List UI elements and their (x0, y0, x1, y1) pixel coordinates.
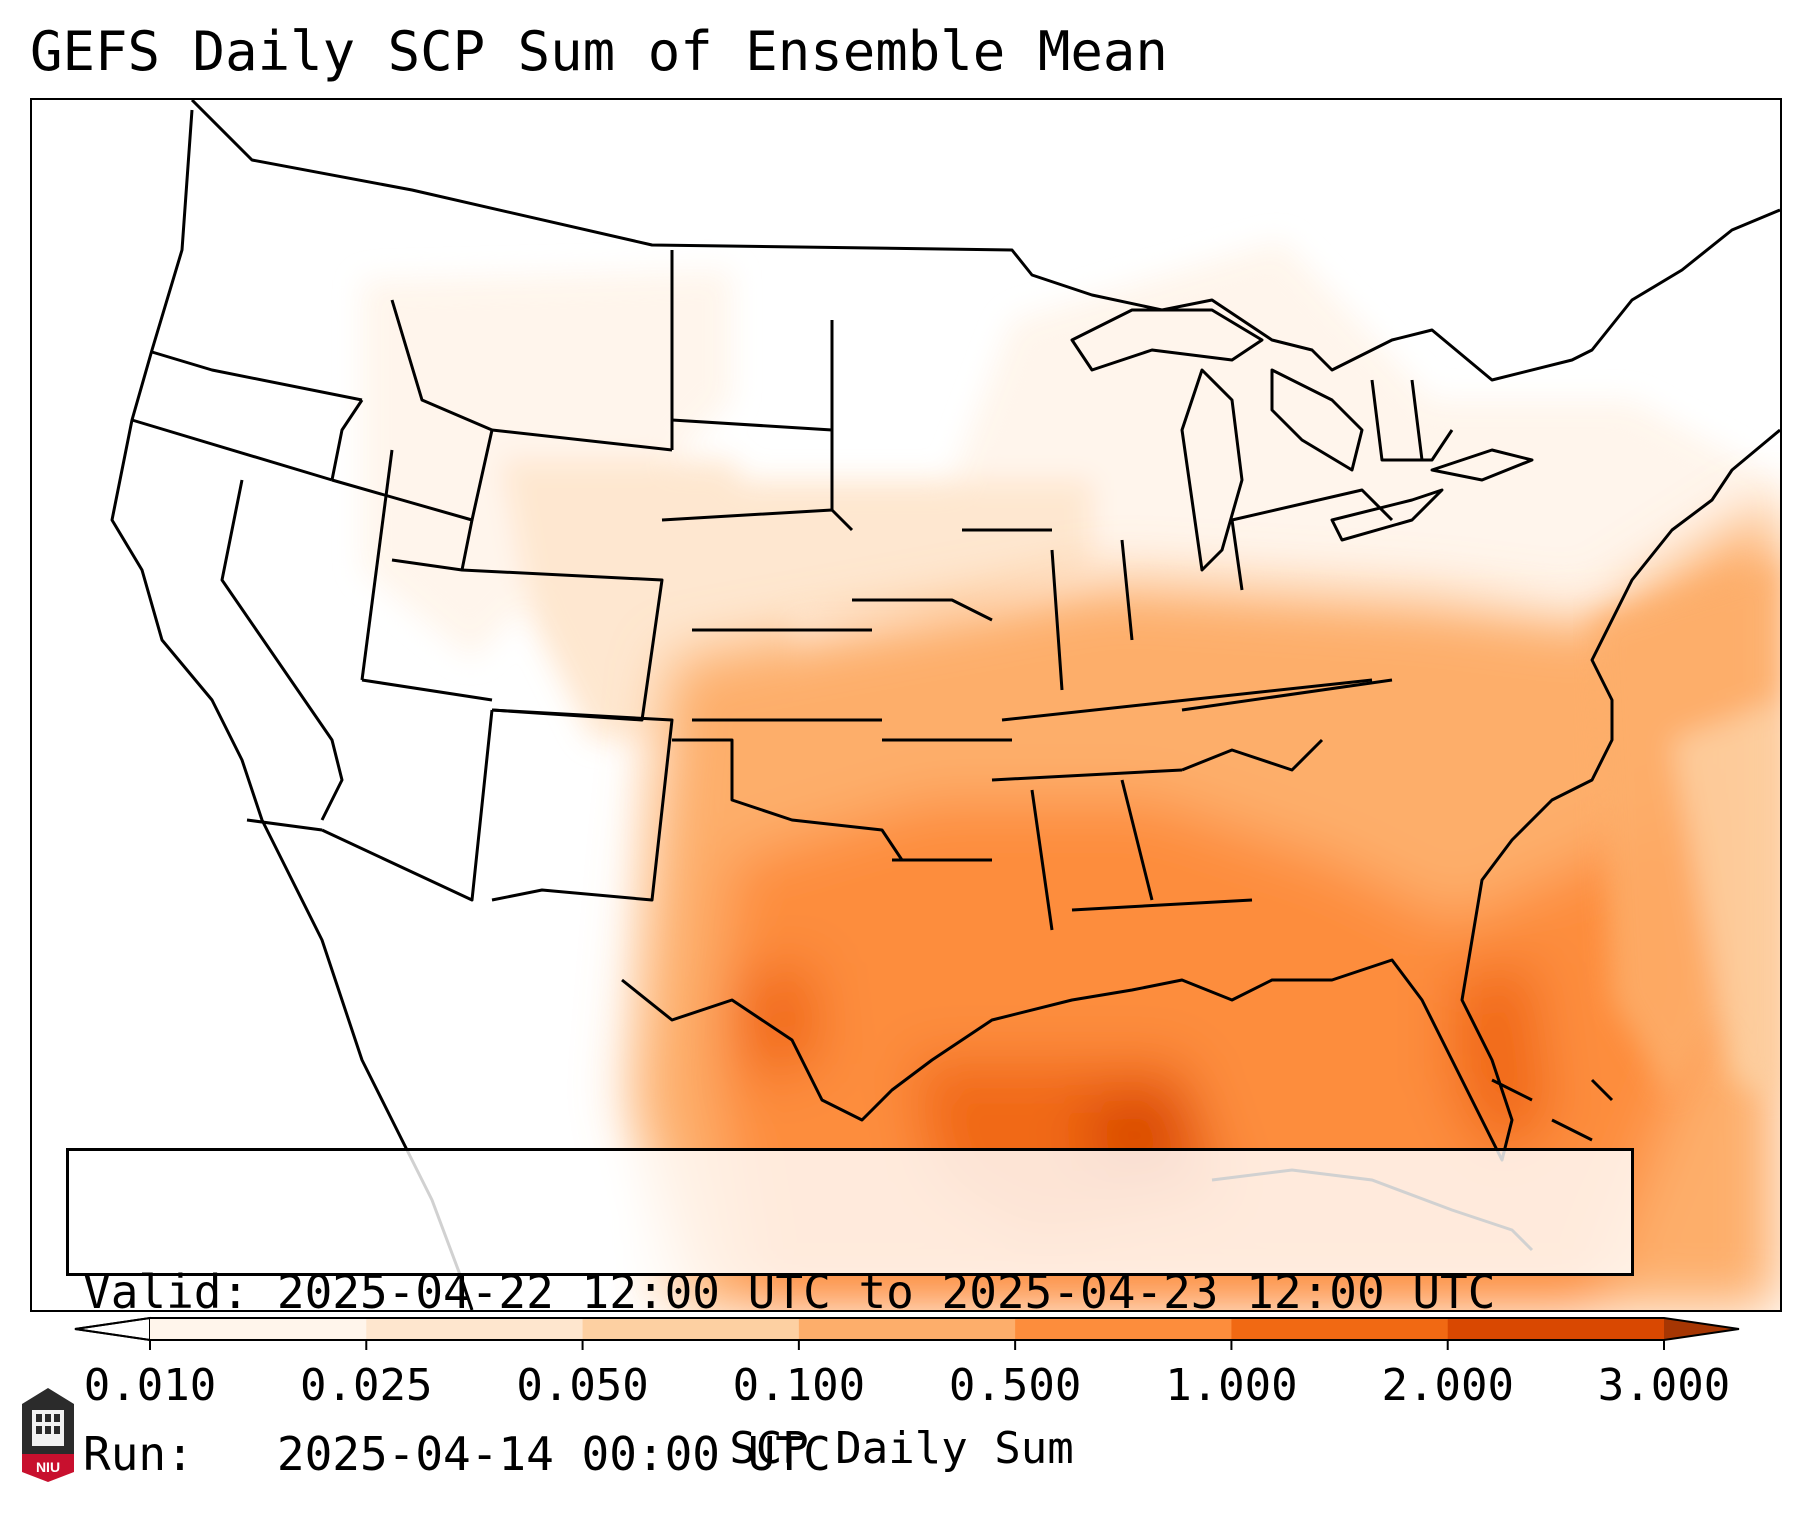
map-title: GEFS Daily SCP Sum of Ensemble Mean (30, 20, 1168, 83)
border-wa-or (151, 350, 363, 402)
run-value: 2025-04-14 00:00 UTC (276, 1427, 831, 1481)
border-nv-ut (360, 449, 394, 681)
border-oh-in-il (1050, 519, 1244, 691)
colorbar-tick-label: 3.000 (1597, 1360, 1731, 1411)
border-al-ga (1120, 779, 1154, 901)
shade-level-2-midwest (732, 480, 1092, 620)
border-nd-sd (671, 418, 833, 432)
border-ms-al (1030, 789, 1054, 931)
colorbar-segment (366, 1318, 584, 1340)
border-or-ca-nv (131, 418, 333, 482)
border-tn-ky (1001, 678, 1373, 722)
border-ia-mo (852, 598, 993, 622)
colorbar-label: SCP Daily Sum (729, 1423, 1074, 1474)
lake-ontario (1430, 448, 1534, 482)
colorbar-segment (150, 1318, 367, 1340)
bahamas-outline (1491, 1078, 1614, 1142)
colorbar (0, 1300, 1803, 1500)
colorbar-segment (1015, 1318, 1232, 1340)
valid-label: Valid: (83, 1265, 250, 1319)
lake-michigan (1180, 368, 1244, 572)
border-va-nc (1181, 678, 1393, 712)
border-or-id (330, 399, 364, 481)
gulf-coast (621, 428, 1780, 1162)
map-panel (30, 98, 1782, 1312)
colorbar-segment (582, 1318, 800, 1340)
logo-text: NIU (36, 1459, 60, 1475)
shade-level-5-texas (732, 960, 822, 1080)
niu-logo: NIU (18, 1384, 78, 1484)
colorbar-tick-label: 1.000 (1165, 1360, 1298, 1411)
colorbar-over-arrow (1664, 1318, 1739, 1340)
border-mt-wy (491, 428, 673, 452)
lake-superior (1070, 308, 1264, 372)
border-pa-ny (1231, 488, 1394, 522)
border-new-england (1370, 379, 1454, 462)
run-label: Run: (83, 1427, 194, 1481)
border-ok-tx (672, 738, 904, 861)
colorbar-segment (1447, 1318, 1665, 1340)
border-ga-fl (1071, 898, 1253, 912)
land-boundaries (110, 100, 1780, 1310)
colorbar-under-arrow (74, 1316, 151, 1342)
colorbar-tick-label: 0.100 (732, 1360, 866, 1411)
colorbar-segment (798, 1318, 1016, 1340)
border-ca-nv (220, 479, 344, 821)
border-ut-az (361, 678, 493, 702)
colorbar-tick-label: 0.010 (83, 1360, 217, 1411)
state-borders (131, 250, 1454, 931)
valid-value: 2025-04-22 12:00 UTC to 2025-04-23 12:00… (276, 1265, 1496, 1319)
valid-run-info-box: Valid: 2025-04-22 12:00 UTC to 2025-04-2… (66, 1148, 1634, 1481)
pacific-coast (110, 109, 474, 1310)
border-tn-south (991, 768, 1183, 782)
colorbar-tick-label: 0.500 (948, 1360, 1082, 1411)
colorbar-tick-label: 0.025 (300, 1360, 433, 1411)
border-ca-mx (246, 818, 323, 832)
border-nm-tx (491, 708, 674, 902)
colorbar-segment (1231, 1318, 1449, 1340)
run-row: Run: 2025-04-14 00:00 UTC (83, 1427, 1617, 1481)
us-canada-border (190, 100, 1780, 382)
lake-erie (1330, 488, 1444, 542)
shade-level-1-northeast (932, 240, 1780, 600)
valid-row: Valid: 2025-04-22 12:00 UTC to 2025-04-2… (83, 1265, 1617, 1319)
colorbar-tick-label: 2.000 (1381, 1360, 1514, 1411)
lake-huron (1270, 368, 1364, 472)
border-nc-sc (1181, 738, 1324, 772)
shade-level-2-ocean (1672, 700, 1780, 1100)
border-az-nm (321, 709, 494, 902)
colorbar-tick-label: 0.050 (516, 1360, 649, 1411)
